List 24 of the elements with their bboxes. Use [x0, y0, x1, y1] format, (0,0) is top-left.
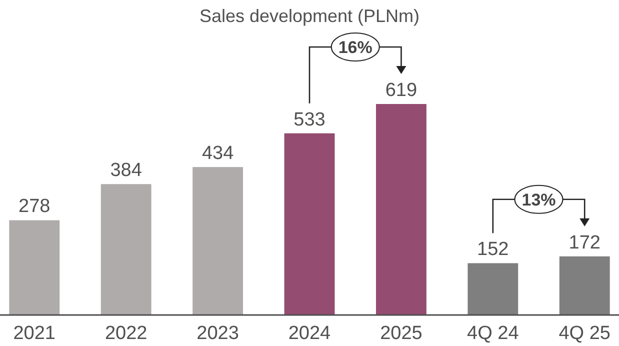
annotation: 13% [522, 190, 556, 210]
x-tick-label: 2022 [104, 323, 148, 344]
chart-title: Sales development (PLNm) [199, 6, 420, 26]
data-label: 384 [110, 160, 142, 182]
bar [468, 263, 518, 315]
bar [559, 256, 610, 315]
x-tick-label: 2024 [288, 323, 332, 344]
x-tick-label: 4Q 25 [558, 323, 610, 344]
data-label: 172 [568, 232, 600, 254]
data-label: 434 [202, 143, 234, 164]
x-tick-label: 4Q 24 [467, 323, 520, 344]
bar [9, 220, 60, 315]
bar [100, 184, 152, 315]
x-tick-label: 2023 [196, 323, 239, 344]
x-tick-label: 2021 [13, 323, 56, 344]
bar [284, 133, 335, 315]
data-label: 278 [18, 196, 50, 218]
x-tick-label: 2025 [380, 323, 422, 344]
bar [192, 167, 244, 315]
bar [376, 104, 426, 315]
text: 16% [338, 38, 372, 57]
data-label: 619 [385, 80, 418, 101]
data-label: 533 [294, 109, 326, 130]
data-label: 152 [477, 239, 509, 260]
